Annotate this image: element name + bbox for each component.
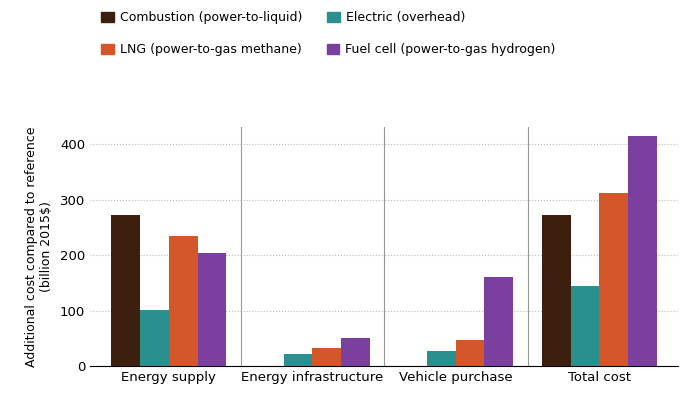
Legend: LNG (power-to-gas methane), Fuel cell (power-to-gas hydrogen): LNG (power-to-gas methane), Fuel cell (p… bbox=[96, 38, 561, 61]
Bar bbox=[140, 310, 169, 366]
Bar bbox=[111, 215, 140, 366]
Bar bbox=[484, 277, 513, 366]
Bar bbox=[542, 215, 571, 366]
Y-axis label: Additional cost compared to reference
(billion 2015$): Additional cost compared to reference (b… bbox=[25, 127, 53, 367]
Bar bbox=[312, 348, 341, 366]
Legend: Combustion (power-to-liquid), Electric (overhead): Combustion (power-to-liquid), Electric (… bbox=[96, 6, 471, 29]
Bar bbox=[169, 236, 197, 366]
Bar bbox=[571, 286, 599, 366]
Bar bbox=[427, 351, 456, 366]
Bar bbox=[599, 193, 628, 366]
Bar bbox=[197, 253, 226, 366]
Bar bbox=[284, 354, 312, 366]
Bar bbox=[456, 339, 484, 366]
Bar bbox=[341, 338, 370, 366]
Bar bbox=[628, 136, 657, 366]
